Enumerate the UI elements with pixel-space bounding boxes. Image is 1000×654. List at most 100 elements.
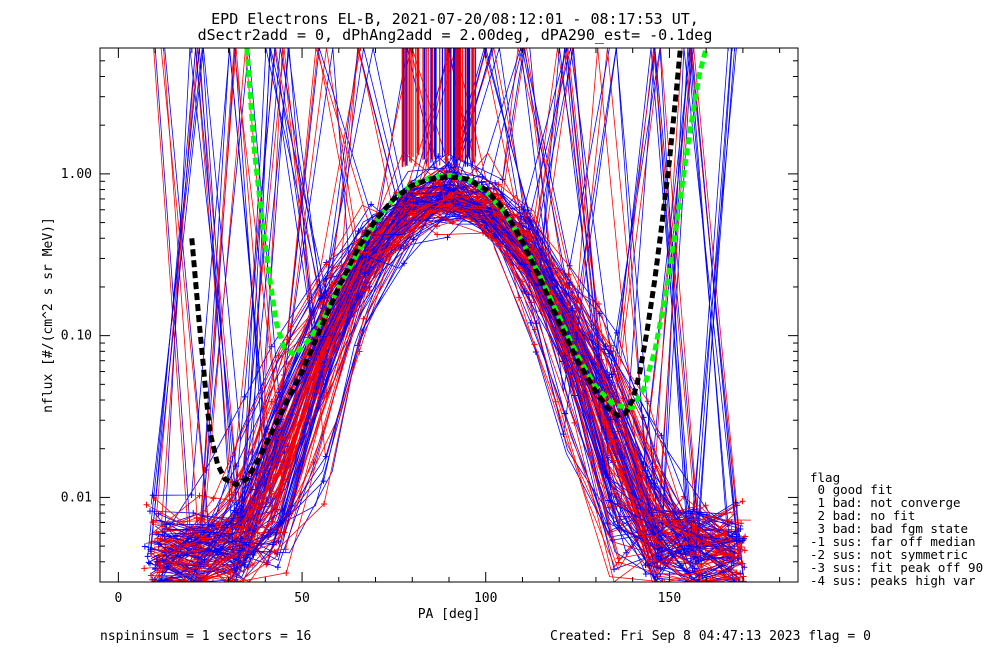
measurement-marker (515, 294, 522, 301)
y-axis-label: nflux [#/(cm^2 s sr MeV)] (41, 217, 56, 413)
measurement-marker (287, 323, 294, 330)
measurement-marker (193, 514, 200, 521)
measurement-marker (329, 281, 336, 288)
measurement-marker (737, 570, 744, 577)
measurement-marker (657, 48, 664, 51)
measurement-marker (202, 562, 209, 569)
measurement-marker (568, 310, 575, 317)
measurement-trace (156, 48, 743, 582)
measurement-marker (192, 549, 199, 556)
measurement-marker (231, 48, 238, 51)
flag-legend: flag 0 good fit 1 bad: not converge 2 ba… (810, 470, 983, 588)
measurement-marker (725, 48, 732, 51)
measurement-marker (742, 533, 749, 540)
x-tick-label: 50 (294, 591, 310, 606)
measurement-marker (361, 269, 368, 276)
measurement-marker (615, 559, 622, 566)
measurement-marker (740, 573, 747, 580)
measurement-marker (308, 308, 315, 315)
measurement-marker (246, 531, 253, 538)
measurement-marker (234, 509, 241, 516)
measurement-marker (496, 48, 503, 51)
measurement-marker (594, 48, 601, 51)
measurement-marker (548, 276, 555, 283)
measurement-marker (571, 419, 578, 426)
measurement-marker (163, 563, 170, 570)
x-tick-label: 150 (658, 591, 681, 606)
measurement-marker (149, 519, 156, 526)
flag-legend-title: flag (810, 470, 840, 485)
measurement-marker (739, 560, 746, 567)
measurement-marker (733, 569, 740, 576)
measurement-marker (699, 579, 706, 582)
measurement-marker (522, 229, 529, 236)
measurement-marker (570, 48, 577, 51)
measurement-trace (156, 169, 730, 550)
measurement-marker (360, 315, 367, 322)
measurement-marker (517, 48, 524, 51)
measurement-marker (234, 579, 241, 582)
measurement-marker (739, 498, 746, 505)
measurement-marker (246, 579, 253, 582)
measurement-trace (152, 161, 741, 556)
black-fit-curve (189, 48, 683, 488)
measurement-marker (519, 278, 526, 285)
measurement-marker (606, 497, 613, 504)
measurement-marker (688, 48, 695, 51)
measurement-marker (684, 48, 691, 51)
measurement-marker (234, 579, 241, 582)
measurement-marker (268, 490, 275, 497)
measurement-trace (155, 185, 732, 582)
measurement-marker (239, 579, 246, 582)
measurement-trace (164, 48, 737, 568)
measurement-marker (640, 414, 647, 421)
measurement-marker (192, 48, 199, 51)
flag-legend-entry: -3 sus: fit peak off 90 (810, 560, 983, 575)
flag-legend-entry: -4 sus: peaks high var (810, 573, 976, 588)
measurement-marker (642, 571, 649, 578)
measurement-marker (194, 48, 201, 51)
measurement-marker (563, 48, 570, 51)
y-tick-label: 0.10 (61, 329, 92, 344)
measurement-marker (234, 514, 241, 521)
measurement-marker (608, 503, 615, 510)
measurement-marker (552, 398, 559, 405)
measurement-marker (209, 579, 216, 582)
measurement-marker (238, 535, 245, 542)
flag-legend-entry: 0 good fit (810, 482, 893, 497)
flag-legend-entry: -2 sus: not symmetric (810, 547, 968, 562)
measurement-marker (143, 501, 150, 508)
measurement-marker (611, 566, 618, 573)
measurement-marker (452, 200, 459, 207)
measurement-marker (607, 342, 614, 349)
x-tick-label: 0 (114, 591, 122, 606)
measurement-marker (410, 199, 417, 206)
measurement-marker (648, 48, 655, 51)
measurement-marker (569, 305, 576, 312)
measurement-marker (729, 579, 736, 582)
measurement-marker (320, 333, 327, 340)
measurement-marker (642, 562, 649, 569)
data-layer (141, 48, 751, 582)
measurement-marker (600, 346, 607, 353)
measurement-marker (653, 579, 660, 582)
measurement-marker (736, 579, 743, 582)
fit-curves (189, 48, 709, 488)
measurement-marker (702, 502, 709, 509)
measurement-marker (677, 562, 684, 569)
measurement-marker (441, 182, 448, 189)
measurement-marker (646, 562, 653, 569)
measurement-marker (681, 545, 688, 552)
measurement-marker (618, 424, 625, 431)
measurement-marker (733, 537, 740, 544)
measurement-marker (196, 568, 203, 575)
measurement-marker (732, 528, 739, 535)
measurement-marker (737, 525, 744, 532)
measurement-marker (647, 568, 654, 575)
measurement-marker (272, 48, 279, 51)
measurement-marker (160, 48, 167, 51)
measurement-traces (141, 48, 751, 582)
measurement-marker (655, 553, 662, 560)
measurement-marker (210, 495, 217, 502)
measurement-marker (488, 48, 495, 51)
